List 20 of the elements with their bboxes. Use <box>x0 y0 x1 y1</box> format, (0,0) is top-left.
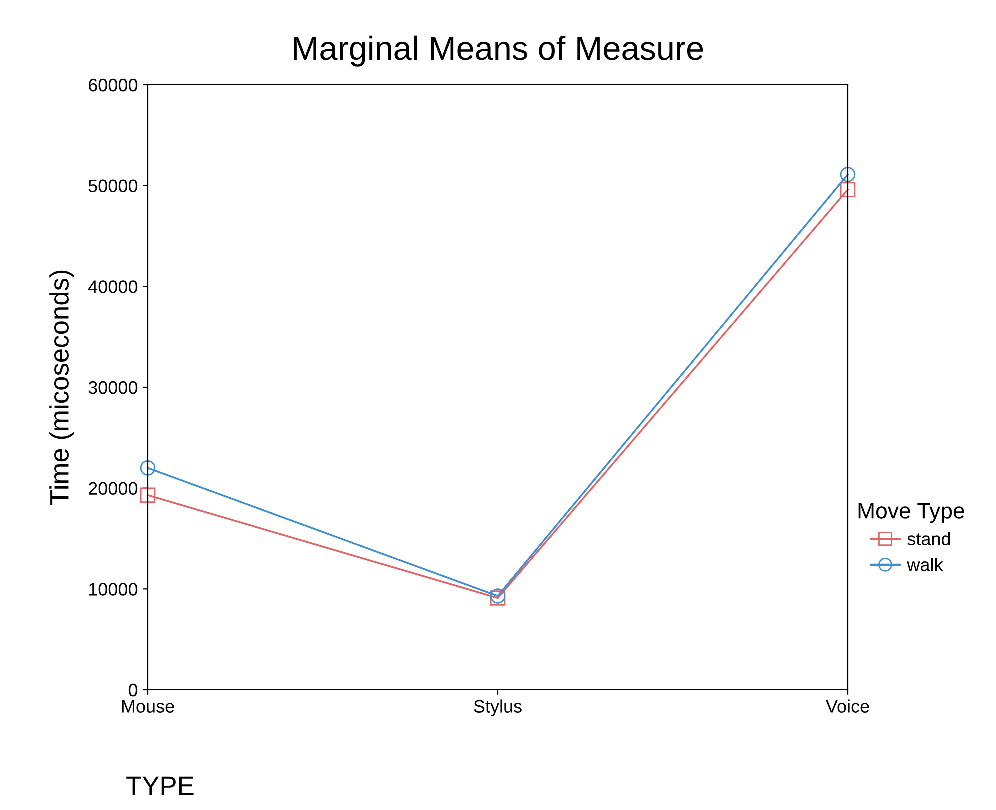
point <box>140 488 156 504</box>
chart-title: Marginal Means of Measure <box>294 36 704 67</box>
y-tick-label: 50000 <box>88 180 138 193</box>
y-tick-label: 30000 <box>88 381 138 394</box>
point <box>840 167 856 182</box>
point <box>840 182 856 198</box>
x-tick-label: Mouse <box>122 700 174 713</box>
legend-title: Move Type <box>858 503 964 524</box>
y-tick-label: 10000 <box>89 583 138 596</box>
point <box>140 460 156 476</box>
x-tick-label: Voice <box>826 700 870 713</box>
y-tick-label: 20000 <box>88 482 138 496</box>
x-axis-title: TYPE <box>126 776 194 795</box>
y-axis-title: Time (micoseconds) <box>50 270 74 506</box>
y-tick-label: 0 <box>128 684 138 697</box>
y-tick-label: 60000 <box>88 78 138 92</box>
legend-label: stand <box>908 532 950 546</box>
y-tick-label: 40000 <box>88 280 138 294</box>
x-tick-label: Stylus <box>474 700 522 717</box>
legend-label: walk <box>907 558 944 572</box>
